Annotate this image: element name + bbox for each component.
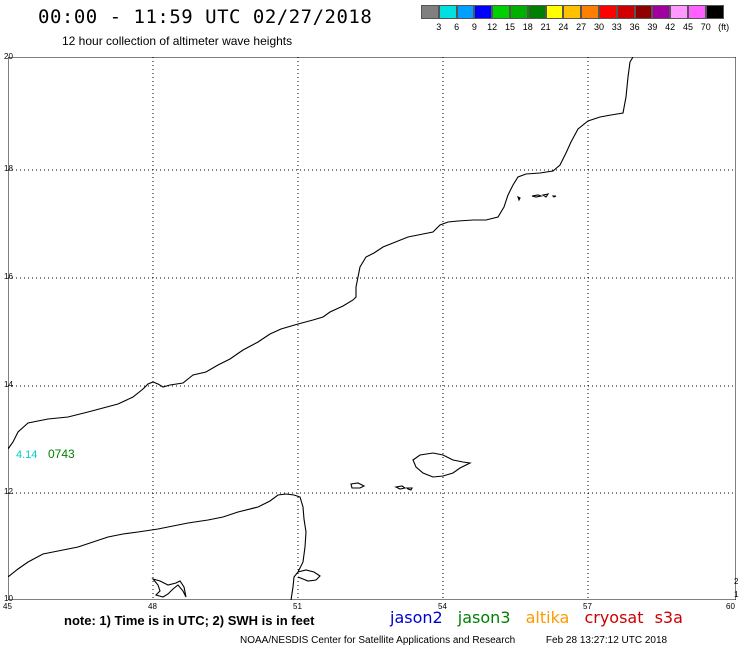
legend-tick-16: (ft): [718, 22, 730, 32]
lon-label-60: 60: [726, 602, 735, 611]
legend-tick-15: 70: [700, 22, 711, 32]
legend-swatch-8: [563, 5, 582, 19]
legend-tick-13: 42: [665, 22, 676, 32]
lat-label-12: 12: [4, 487, 13, 496]
sat-cryosat: cryosat: [584, 608, 644, 627]
legend-swatch-1: [438, 5, 457, 19]
kuria-muria-islands: [517, 193, 557, 202]
legend-ticks: 3 6 9 12 15 18 21 24 27 30 33 36 39 42 45 70 (ft): [421, 22, 740, 36]
lon-label-45: 45: [3, 602, 12, 611]
legend-swatch-16: [705, 5, 724, 19]
darsah-island: [405, 487, 413, 491]
legend-tick-10: 33: [611, 22, 622, 32]
legend-tick-7: 24: [558, 22, 569, 32]
satellite-legend: jason2 jason3 altika cryosat s3a: [390, 608, 693, 627]
legend-swatch-6: [527, 5, 546, 19]
edge-mark-1: 1: [734, 590, 739, 599]
legend-swatch-3: [474, 5, 493, 19]
legend-swatch-14: [670, 5, 688, 19]
legend-swatch-12: [634, 5, 653, 19]
sat-s3a: s3a: [654, 608, 683, 627]
legend-swatch-13: [652, 5, 671, 19]
legend-tick-9: 30: [593, 22, 605, 32]
legend-swatch-11: [616, 5, 635, 19]
legend-swatch-5: [509, 5, 528, 19]
map-subtitle: 12 hour collection of altimeter wave hei…: [62, 34, 293, 48]
legend-tick-3: 12: [487, 22, 498, 32]
legend-swatches: [421, 5, 724, 19]
credit-text: NOAA/NESDIS Center for Satellite Applica…: [240, 635, 516, 646]
legend-tick-4: 15: [504, 22, 516, 32]
legend-swatch-4: [492, 5, 510, 19]
sat-altika: altika: [525, 608, 570, 627]
legend-swatch-15: [687, 5, 706, 19]
abd-al-kuri-island: [350, 482, 366, 489]
credit-line: NOAA/NESDIS Center for Satellite Applica…: [240, 635, 667, 646]
legend-tick-5: 18: [522, 22, 533, 32]
graticule: [8, 57, 736, 600]
obs-time-value: 0743: [48, 447, 75, 461]
map-area: 20 18 16 14 12 10 2 1 4.14 0743: [4, 52, 739, 603]
legend-swatch-10: [598, 5, 617, 19]
legend-swatch-9: [581, 5, 599, 19]
legend-tick-2: 9: [471, 22, 477, 32]
coastal-inlet-fragments: [151, 577, 187, 598]
units-note: note: 1) Time is in UTC; 2) SWH is in fe…: [64, 613, 315, 628]
lon-label-57: 57: [583, 602, 592, 611]
legend-tick-0: 3: [436, 22, 442, 32]
legend-tick-8: 27: [576, 22, 587, 32]
legend-tick-6: 21: [540, 22, 551, 32]
map-title: 00:00 - 11:59 UTC 02/27/2018: [38, 6, 373, 28]
map-svg: [8, 57, 736, 600]
lon-label-51: 51: [293, 602, 302, 611]
legend-swatch-0: [421, 5, 439, 19]
somalia-cape: [297, 569, 321, 582]
lat-label-20: 20: [4, 52, 13, 61]
legend-swatch-2: [456, 5, 475, 19]
legend-swatch-7: [545, 5, 564, 19]
edge-mark-2: 2: [734, 577, 739, 586]
map-frame: [8, 57, 736, 600]
lon-label-48: 48: [148, 602, 157, 611]
legend-tick-1: 6: [454, 22, 460, 32]
sat-jason3: jason3: [457, 608, 511, 627]
legend-tick-12: 39: [647, 22, 658, 32]
lat-label-16: 16: [4, 272, 13, 281]
sat-jason2: jason2: [390, 608, 443, 627]
socotra-island: [412, 452, 472, 478]
lat-label-14: 14: [4, 380, 13, 389]
obs-swh-value: 4.14: [16, 449, 38, 461]
legend-tick-11: 36: [629, 22, 640, 32]
legend-tick-14: 45: [682, 22, 694, 32]
samhah-island: [394, 485, 407, 490]
generated-timestamp: Feb 28 13:27:12 UTC 2018: [545, 635, 668, 646]
color-legend: 3 6 9 12 15 18 21 24 27 30 33 36 39 42 45 70 (ft): [421, 5, 729, 32]
coastlines: [8, 57, 634, 600]
lon-label-54: 54: [438, 602, 447, 611]
lat-label-18: 18: [4, 164, 13, 173]
somalia-coastline: [8, 493, 307, 600]
lat-label-10: 10: [4, 594, 13, 603]
arabian-coastline: [8, 57, 634, 450]
